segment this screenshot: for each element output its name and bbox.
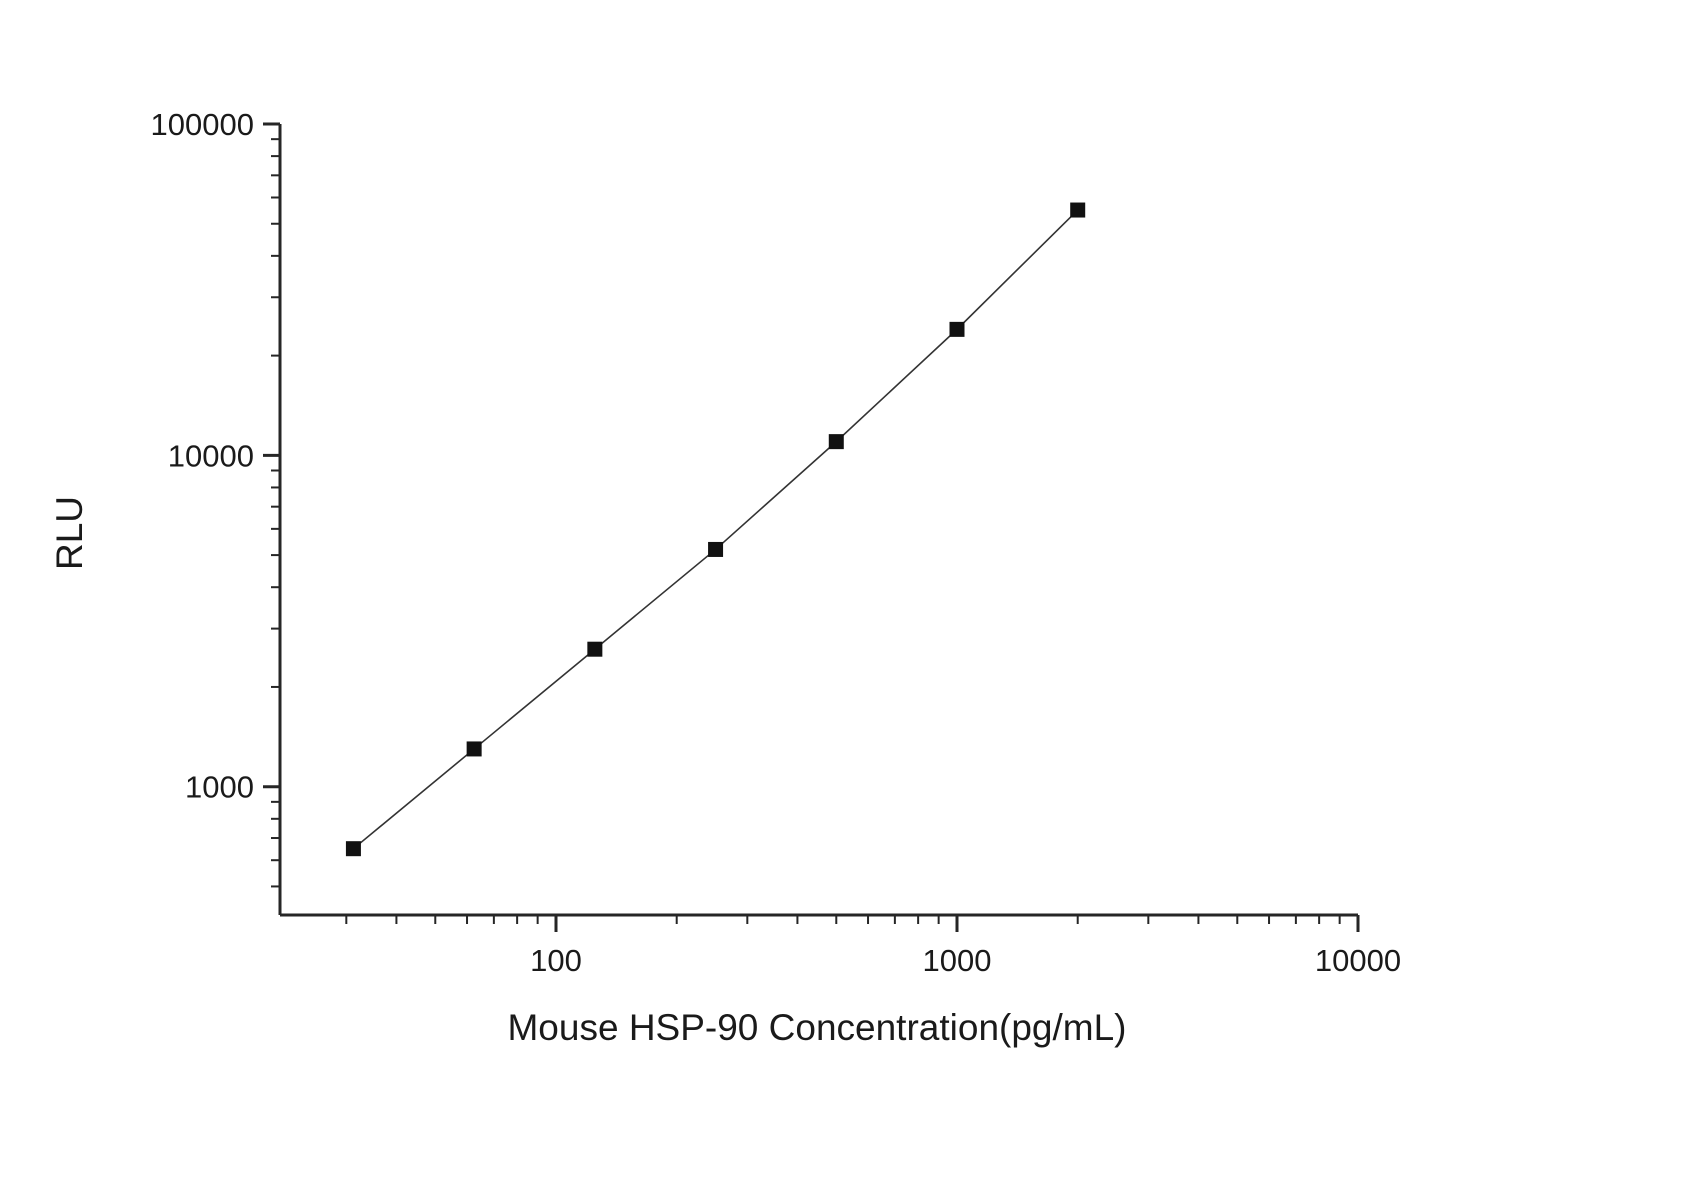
data-point-marker <box>1070 202 1086 218</box>
series-line <box>352 209 1079 850</box>
axes-layer: 100 1000 10000 1000 10000 100000 <box>151 107 1402 978</box>
x-tick-label: 100 <box>530 943 582 978</box>
x-axis-title: Mouse HSP-90 Concentration(pg/mL) <box>507 1007 1126 1048</box>
data-series-layer <box>345 202 1086 857</box>
data-point-marker <box>708 541 724 557</box>
y-tick-label: 1000 <box>185 770 254 805</box>
data-point-marker <box>828 434 844 450</box>
x-tick-label: 1000 <box>923 943 992 978</box>
y-tick-label: 100000 <box>151 107 254 142</box>
y-axis-title: RLU <box>49 496 90 570</box>
y-tick-label: 10000 <box>168 438 254 473</box>
data-point-marker <box>587 641 603 657</box>
data-point-marker <box>949 321 965 337</box>
data-point-marker <box>345 841 361 857</box>
x-tick-label: 10000 <box>1315 943 1401 978</box>
data-point-marker <box>466 741 482 757</box>
